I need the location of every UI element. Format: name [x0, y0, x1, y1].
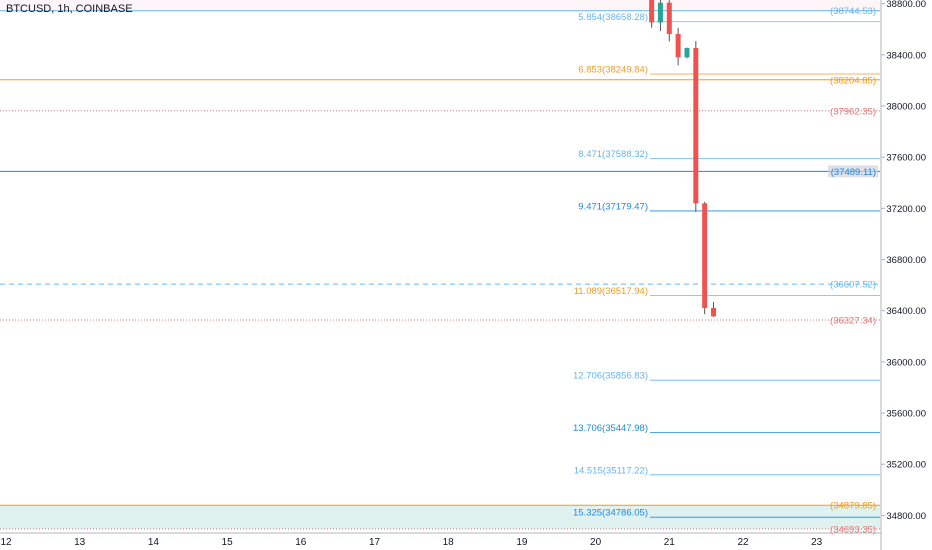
fib-level-label: 12.706(35856.83) [573, 371, 648, 382]
fib-level-label: 11.089(36517.94) [574, 286, 648, 297]
price-tick-label: 36800.00 [886, 255, 926, 266]
candle-body [657, 2, 663, 23]
time-tick-label: 12 [0, 537, 12, 548]
time-tick-label: 18 [443, 537, 455, 548]
candle-body [702, 203, 708, 308]
price-level-label: (38744.53) [830, 6, 876, 17]
candle-body [649, 0, 655, 23]
price-tick-label: 36400.00 [886, 306, 926, 317]
fib-level-label: 14.515(35117.22) [574, 465, 648, 476]
price-tick-label: 38400.00 [886, 50, 926, 61]
fib-level-label: 9.471(37179.47) [578, 201, 648, 212]
price-tick-label: 35200.00 [886, 460, 926, 471]
fib-level-label: 6.853(38249.84) [578, 65, 648, 76]
price-level-label: (36327.34) [830, 315, 876, 326]
time-axis[interactable]: 12 13 14 15 16 17 18 19 20 21 22 23 [0, 532, 881, 548]
fib-level-label: 13.706(35447.98) [573, 423, 648, 434]
time-tick-label: 20 [590, 537, 602, 548]
time-tick-label: 16 [295, 537, 307, 548]
price-level-tag [828, 165, 878, 178]
price-tick-label: 36000.00 [886, 357, 926, 368]
candle-body [684, 48, 690, 58]
zone-1 [0, 0, 880, 11]
fib-level-label: 8.471(37588.32) [578, 149, 648, 160]
time-tick-label: 21 [664, 537, 676, 548]
price-level-label: (37489.11) [831, 167, 876, 178]
price-level-label: (37962.35) [830, 106, 876, 117]
price-level-label: (34693.35) [830, 525, 876, 536]
zone-2 [0, 505, 880, 530]
price-tick-label: 38000.00 [886, 101, 926, 112]
price-level-label: (36607.52) [830, 280, 876, 291]
price-level-label: (34879.85) [830, 501, 876, 512]
time-tick-label: 22 [737, 537, 749, 548]
chart-title: BTCUSD, 1h, COINBASE [6, 3, 133, 15]
zone-layer [0, 0, 880, 530]
price-level-layer: (44637.37)(44262.88)(43584.70)(43252.37)… [0, 6, 880, 536]
price-tick-label: 38800.00 [886, 0, 926, 10]
price-tick-label: 34800.00 [886, 511, 926, 522]
time-tick-label: 14 [148, 537, 160, 548]
candle-body [675, 34, 681, 58]
fib-extension-layer: 0(41051.70)1(40642.85)1.618(40390.18)2.6… [573, 12, 880, 519]
fib-level-label: 5.854(38658.28) [578, 12, 648, 23]
price-axis[interactable]: 34800.00 35200.00 35600.00 36000.00 36400.00… [880, 0, 926, 550]
candle-body [666, 2, 672, 35]
time-tick-label: 13 [74, 537, 86, 548]
time-tick-label: 19 [516, 537, 528, 548]
time-tick-label: 23 [811, 537, 823, 548]
price-tick-label: 37200.00 [886, 204, 926, 215]
candle-body [693, 48, 699, 204]
price-tick-label: 37600.00 [886, 153, 926, 164]
candle-layer [649, 0, 717, 317]
fib-level-label: 15.325(34786.05) [573, 508, 648, 519]
price-level-label: (38204.85) [830, 75, 876, 86]
time-tick-label: 17 [369, 537, 381, 548]
candle-body [711, 307, 717, 317]
price-tick-label: 35600.00 [886, 409, 926, 420]
time-tick-label: 15 [222, 537, 234, 548]
